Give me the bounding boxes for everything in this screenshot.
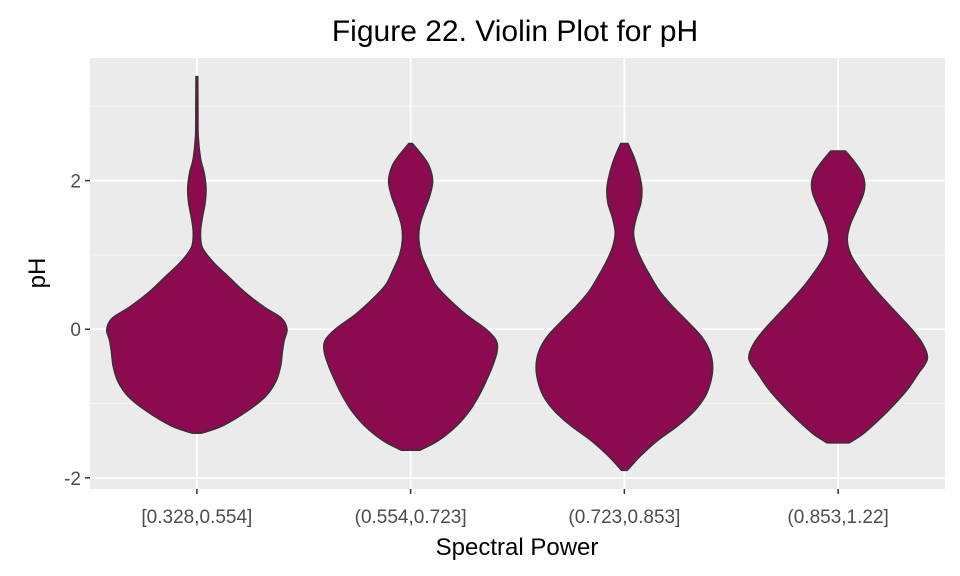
y-tick-label: -2 (64, 469, 81, 490)
x-tick-label: (0.554,0.723] (355, 507, 467, 528)
x-axis-title: Spectral Power (436, 534, 599, 561)
x-tick-label: (0.723,0.853] (568, 507, 680, 528)
violin-1 (105, 75, 288, 434)
y-tick-label: 2 (70, 172, 81, 193)
y-tick-label: 0 (70, 320, 81, 341)
y-axis-title: pH (24, 258, 51, 289)
tick-layer (85, 179, 839, 494)
chart-title: Figure 22. Violin Plot for pH (332, 15, 698, 48)
x-tick-label: [0.328,0.554] (141, 507, 252, 528)
tick-label-layer: -2 0 2 [0.328,0.554] (0.554,0.723] (0.723,0.8… (64, 172, 889, 528)
violin-4 (748, 150, 929, 444)
violin-layer (105, 75, 929, 472)
x-tick-label: (0.853,1.22] (787, 507, 888, 528)
violin-2 (322, 142, 499, 452)
violin-3 (535, 142, 714, 472)
